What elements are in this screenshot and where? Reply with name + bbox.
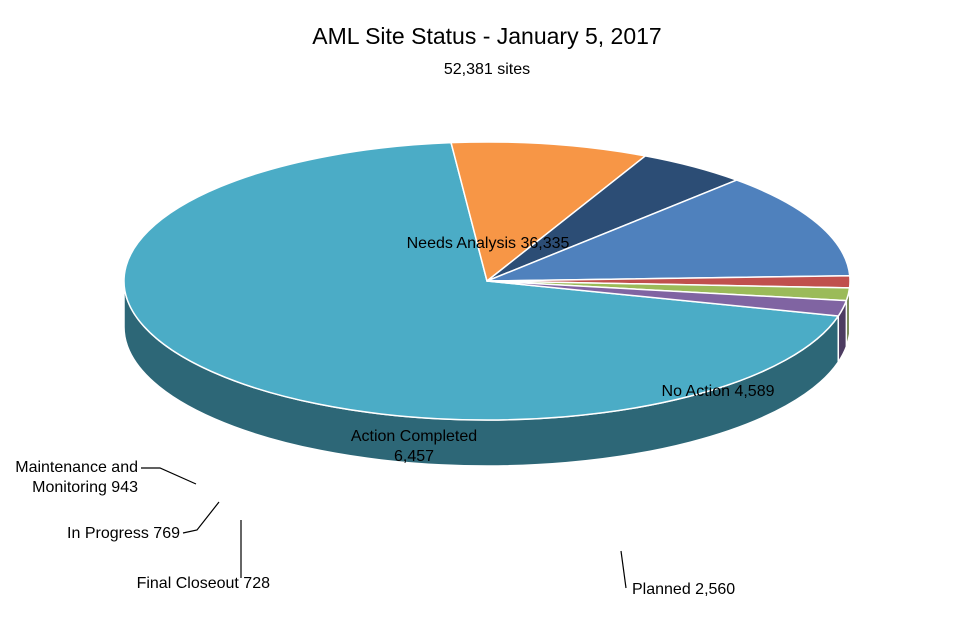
slice-needs-analysis [123, 141, 840, 421]
slice-maintenance-and-monitoring [486, 280, 848, 317]
slice-label-action-completed: Action Completed 6,457 [351, 428, 477, 465]
slice-no-action [450, 141, 647, 282]
leader-lines [141, 467, 627, 589]
slice-label-maintenance-and-monitoring: Maintenance and Monitoring 943 [15, 459, 138, 496]
slice-label-no-action: No Action 4,589 [662, 383, 775, 400]
leader-line-in-progress [182, 501, 220, 534]
slice-tops [123, 141, 851, 421]
leader-line-maintenance-and-monitoring [141, 467, 197, 485]
slice-label-in-progress: In Progress 769 [67, 525, 180, 542]
chart-subtitle: 52,381 sites [444, 61, 530, 78]
leader-line-planned [620, 550, 627, 589]
slice-labels: Needs Analysis 36,335 No Action 4,589 Plan… [15, 235, 774, 598]
slice-label-final-closeout: Final Closeout 728 [137, 575, 271, 592]
slice-label-needs-analysis: Needs Analysis 36,335 [407, 235, 570, 252]
chart-title: AML Site Status - January 5, 2017 [312, 23, 661, 49]
slice-action-completed [486, 179, 851, 282]
slice-label-planned: Planned 2,560 [632, 581, 735, 598]
